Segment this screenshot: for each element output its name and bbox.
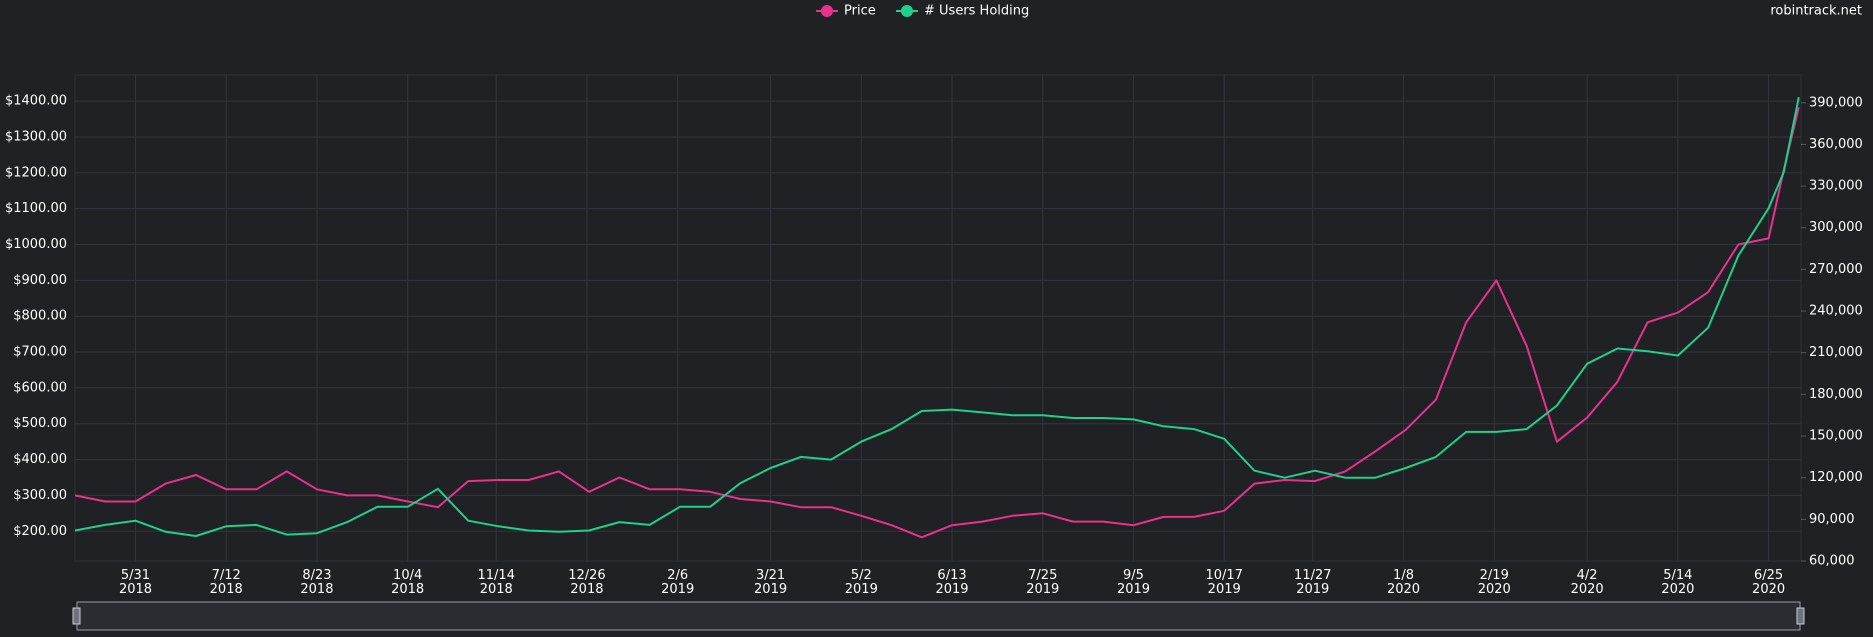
x-tick-label: 1/8 2020 bbox=[1386, 568, 1421, 597]
x-tick-label: 9/5 2019 bbox=[1116, 568, 1151, 597]
y2-tick-label: 300,000 bbox=[1809, 220, 1863, 235]
y2-tick-label: 330,000 bbox=[1809, 179, 1863, 194]
y2-tick-label: 150,000 bbox=[1809, 429, 1863, 444]
y-tick-label: $1400.00 bbox=[5, 94, 67, 109]
y-tick-label: $1200.00 bbox=[5, 165, 67, 180]
legend-label: # Users Holding bbox=[924, 4, 1029, 19]
legend-item[interactable]: Price bbox=[816, 4, 876, 19]
x-tick-label: 2/19 2020 bbox=[1477, 568, 1511, 597]
y2-tick-label: 390,000 bbox=[1809, 95, 1863, 110]
x-tick-label: 10/17 2019 bbox=[1205, 568, 1243, 597]
y-tick-label: $1000.00 bbox=[5, 237, 67, 252]
x-tick-label: 7/25 2019 bbox=[1026, 568, 1060, 597]
legend-item[interactable]: # Users Holding bbox=[896, 4, 1029, 19]
x-tick-label: 8/23 2018 bbox=[300, 568, 334, 597]
x-tick-label: 12/26 2018 bbox=[568, 568, 606, 597]
series-line bbox=[74, 97, 1800, 537]
x-tick-label: 11/14 2018 bbox=[477, 568, 515, 597]
y-tick-label: $1100.00 bbox=[5, 201, 67, 216]
navigator-handle[interactable] bbox=[1796, 607, 1805, 625]
source-label: robintrack.net bbox=[1770, 4, 1862, 19]
x-tick-label: 10/4 2018 bbox=[391, 568, 425, 597]
y2-tick-label: 90,000 bbox=[1809, 512, 1855, 527]
y-tick-label: $500.00 bbox=[13, 416, 67, 431]
x-tick-label: 3/21 2019 bbox=[754, 568, 788, 597]
series-line bbox=[74, 107, 1800, 539]
y-tick-label: $1300.00 bbox=[5, 130, 67, 145]
x-tick-label: 2/6 2019 bbox=[661, 568, 695, 597]
y2-tick-label: 360,000 bbox=[1809, 137, 1863, 152]
y-tick-label: $800.00 bbox=[13, 309, 67, 324]
y-tick-label: $600.00 bbox=[13, 380, 67, 395]
x-tick-label: 5/2 2019 bbox=[844, 568, 878, 597]
y-tick-label: $300.00 bbox=[13, 488, 67, 503]
x-tick-label: 11/27 2019 bbox=[1294, 568, 1332, 597]
y-tick-label: $900.00 bbox=[13, 273, 67, 288]
y-tick-label: $400.00 bbox=[13, 452, 67, 467]
navigator[interactable] bbox=[76, 601, 1801, 631]
x-tick-label: 4/2 2020 bbox=[1570, 568, 1604, 597]
y2-tick-label: 60,000 bbox=[1809, 554, 1855, 569]
y-tick-label: $700.00 bbox=[13, 345, 67, 360]
x-tick-label: 6/13 2019 bbox=[935, 568, 969, 597]
y2-tick-label: 270,000 bbox=[1809, 262, 1863, 277]
x-tick-label: 5/31 2018 bbox=[118, 568, 153, 597]
navigator-handle[interactable] bbox=[72, 607, 81, 625]
y-tick-label: $200.00 bbox=[13, 524, 67, 539]
x-tick-label: 5/14 2020 bbox=[1661, 568, 1695, 597]
plot-area bbox=[74, 74, 1802, 562]
legend-label: Price bbox=[844, 4, 876, 19]
legend-marker bbox=[901, 5, 913, 17]
y2-tick-label: 210,000 bbox=[1809, 345, 1863, 360]
legend-marker bbox=[821, 5, 833, 17]
x-tick-label: 6/25 2020 bbox=[1752, 568, 1786, 597]
y2-tick-label: 180,000 bbox=[1809, 387, 1863, 402]
x-tick-label: 7/12 2018 bbox=[209, 568, 243, 597]
y2-tick-label: 120,000 bbox=[1809, 470, 1863, 485]
y2-tick-label: 240,000 bbox=[1809, 304, 1863, 319]
